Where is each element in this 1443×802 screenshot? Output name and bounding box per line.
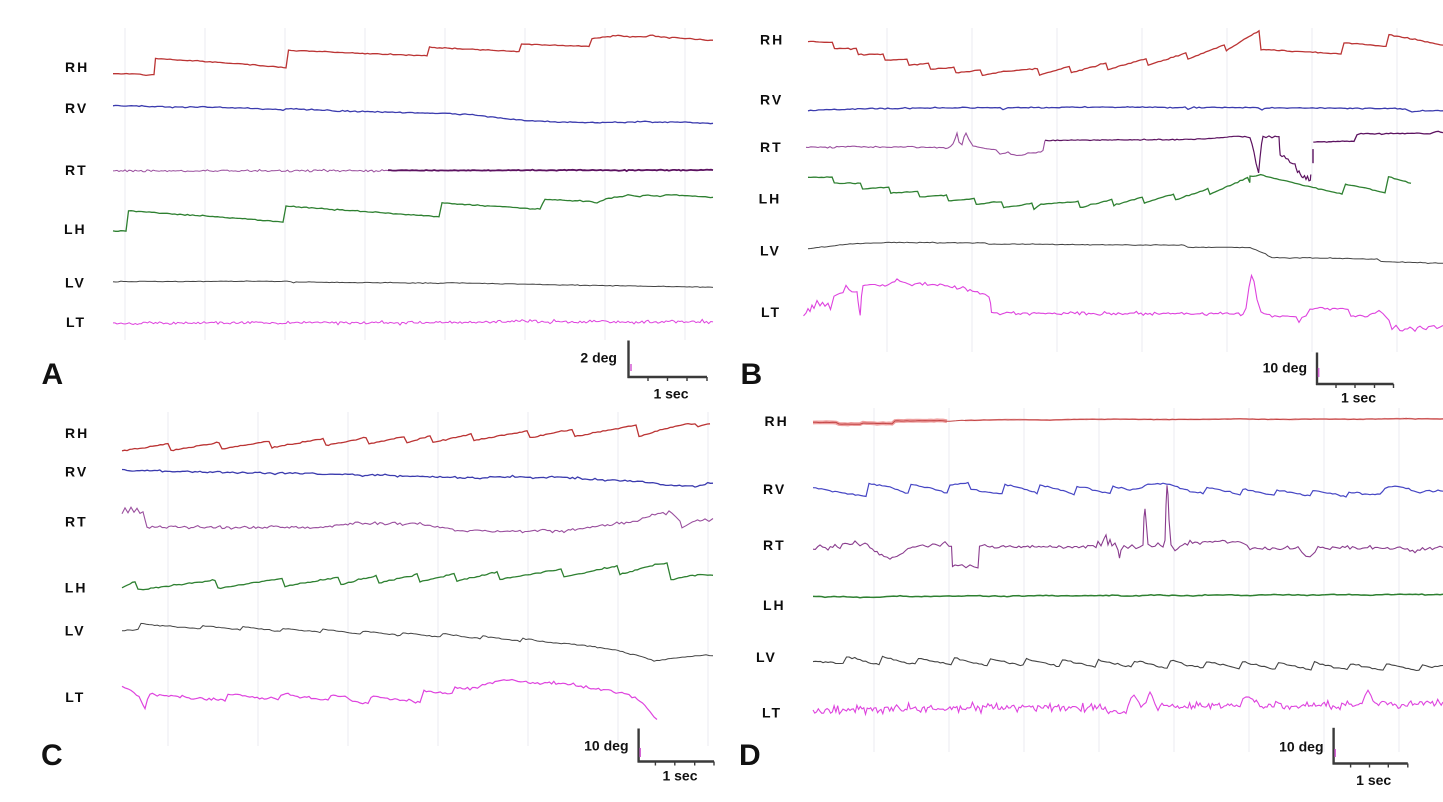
svg-text:RT: RT [760,139,783,155]
svg-text:A: A [42,358,64,391]
svg-text:LT: LT [66,314,86,330]
svg-text:1 sec: 1 sec [653,386,688,402]
svg-text:LH: LH [763,597,786,613]
svg-text:RH: RH [65,59,89,75]
svg-text:RT: RT [763,537,786,553]
svg-text:LH: LH [759,191,782,207]
svg-text:LV: LV [760,242,781,258]
svg-text:LV: LV [65,623,86,639]
svg-text:RH: RH [765,413,789,429]
svg-text:LT: LT [65,689,85,705]
svg-text:RV: RV [763,481,786,497]
svg-text:1 sec: 1 sec [662,768,697,784]
svg-text:RV: RV [65,100,88,116]
svg-text:LV: LV [65,274,86,290]
svg-text:D: D [739,739,761,772]
svg-text:1 sec: 1 sec [1356,772,1391,788]
svg-text:LV: LV [756,649,777,665]
svg-text:10 deg: 10 deg [1263,360,1307,376]
svg-text:RV: RV [760,91,783,107]
svg-text:RH: RH [65,425,89,441]
svg-text:RH: RH [760,32,784,48]
svg-text:LT: LT [761,304,781,320]
svg-text:RV: RV [65,464,88,480]
svg-text:LT: LT [762,705,782,721]
svg-text:B: B [741,358,763,391]
svg-text:RT: RT [65,514,88,530]
svg-text:2 deg: 2 deg [580,350,617,366]
svg-text:LH: LH [65,580,88,596]
svg-text:10 deg: 10 deg [584,738,628,754]
svg-text:RT: RT [65,162,88,178]
svg-text:LH: LH [64,221,87,237]
svg-text:1 sec: 1 sec [1341,390,1376,406]
svg-text:C: C [41,739,63,772]
svg-text:10 deg: 10 deg [1279,739,1323,755]
